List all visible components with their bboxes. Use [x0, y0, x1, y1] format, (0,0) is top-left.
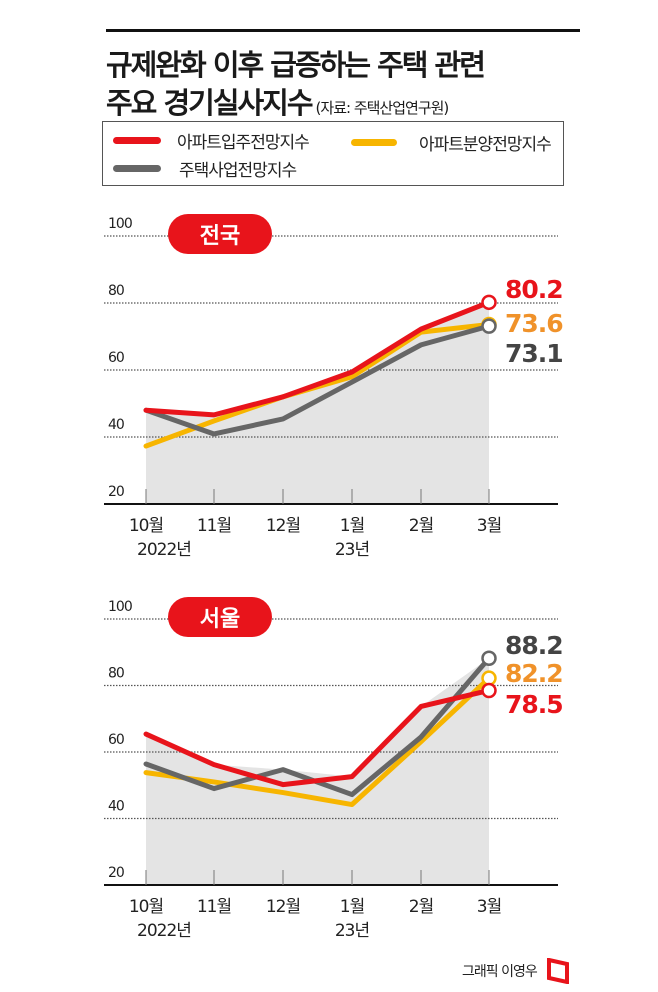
logo-icon — [546, 958, 569, 984]
region-badge — [168, 214, 272, 254]
legend-label: 아파트분양전망지수 — [419, 135, 552, 155]
chart-title-main: 주요 경기실사지수 — [106, 86, 314, 120]
x-tick-label: 3월 — [477, 897, 501, 917]
legend-item-sale: 아파트분양전망지수 — [351, 130, 552, 155]
y-tick-label: 60 — [108, 732, 124, 748]
y-tick-label: 20 — [108, 484, 124, 500]
region-badge-label: 서울 — [200, 607, 240, 632]
series-end-value-label: 73.1 — [505, 339, 563, 368]
x-tick-label: 10월 — [129, 897, 163, 917]
series-end-marker — [481, 682, 497, 699]
series-end-marker — [481, 318, 497, 334]
x-year-label: 2022년 — [137, 921, 191, 941]
chart-title-line2: 주요 경기실사지수 (자료: 주택산업연구원) — [106, 80, 450, 122]
series-end-value-label: 73.6 — [505, 309, 563, 338]
x-tick-label: 11월 — [197, 897, 231, 917]
series-end-value-label: 78.5 — [505, 690, 563, 719]
chart-area-fill — [146, 658, 489, 885]
y-tick-label: 100 — [108, 216, 132, 232]
series-end-value-label: 82.2 — [505, 659, 563, 688]
legend-swatch-yellow — [351, 139, 397, 146]
region-badge-label: 전국 — [200, 224, 240, 249]
credit-text: 그래픽 이영우 — [462, 964, 538, 980]
legend-swatch-red — [113, 137, 161, 144]
x-year-label: 23년 — [335, 540, 369, 560]
x-tick-label: 11월 — [197, 516, 231, 536]
y-tick-label: 60 — [108, 350, 124, 366]
y-tick-label: 80 — [108, 666, 124, 682]
series-end-marker — [481, 670, 497, 686]
x-tick-label: 3월 — [477, 516, 501, 536]
y-tick-label: 40 — [108, 417, 124, 433]
chart-title-line1: 규제완화 이후 급증하는 주택 관련 — [106, 48, 486, 82]
x-tick-label: 12월 — [266, 516, 300, 536]
legend-label: 아파트입주전망지수 — [177, 133, 310, 153]
series-line — [143, 299, 492, 418]
x-tick-label: 1월 — [340, 516, 364, 536]
legend: 아파트입주전망지수 아파트분양전망지수 주택사업전망지수 — [102, 121, 564, 186]
top-rule — [106, 29, 580, 32]
y-tick-label: 100 — [108, 599, 132, 615]
x-tick-label: 10월 — [129, 516, 163, 536]
legend-item-move-in: 아파트입주전망지수 — [113, 128, 310, 153]
x-tick-label: 1월 — [340, 897, 364, 917]
series-end-marker — [481, 650, 497, 666]
legend-item-housing-business: 주택사업전망지수 — [113, 156, 297, 181]
series-end-value-label: 80.2 — [505, 275, 563, 304]
y-tick-label: 40 — [108, 799, 124, 815]
series-end-marker — [481, 294, 497, 311]
y-tick-label: 20 — [108, 865, 124, 881]
legend-swatch-gray — [113, 165, 161, 172]
credit: 그래픽 이영우 — [462, 958, 569, 984]
x-tick-label: 2월 — [409, 516, 433, 536]
x-tick-label: 12월 — [266, 897, 300, 917]
series-line — [143, 323, 492, 437]
series-line — [143, 675, 492, 808]
y-tick-label: 80 — [108, 283, 124, 299]
x-tick-label: 2월 — [409, 897, 433, 917]
x-year-label: 2022년 — [137, 540, 191, 560]
legend-label: 주택사업전망지수 — [179, 161, 297, 181]
x-year-label: 23년 — [335, 921, 369, 941]
series-end-value-label: 88.2 — [505, 631, 563, 660]
source-note: (자료: 주택산업연구원) — [315, 99, 450, 117]
region-badge — [168, 597, 272, 637]
series-line — [143, 687, 492, 788]
